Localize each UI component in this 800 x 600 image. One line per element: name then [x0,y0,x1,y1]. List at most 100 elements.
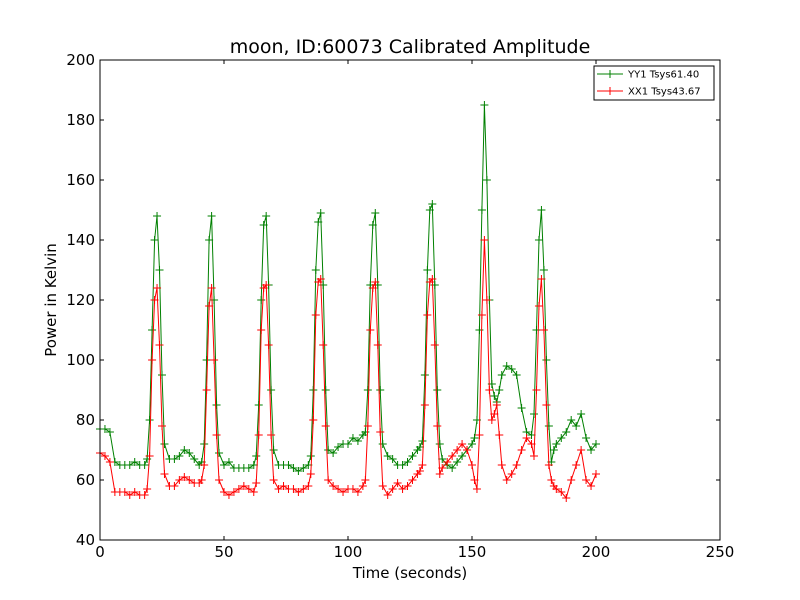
data-point [329,482,338,490]
data-point [153,284,162,292]
data-point [433,386,442,394]
data-point [502,362,511,370]
data-point [202,386,211,394]
data-point [495,431,504,439]
data-point [485,386,494,394]
data-point [220,488,228,496]
data-point [472,485,481,493]
legend: YY1 Tsys61.40 XX1 Tsys43.67 [593,65,715,101]
y-tick-label: 180 [66,111,95,129]
data-point [537,206,546,214]
data-point [284,461,293,469]
x-tick-label: 50 [214,543,233,561]
data-point [234,485,243,493]
data-point [252,479,261,487]
data-point [557,434,566,442]
data-point [492,401,501,409]
data-point [269,446,278,454]
data-point [430,341,439,349]
data-point [289,464,298,472]
data-point [567,476,576,484]
x-axis: 0 50 100 150 200 250 [95,60,734,561]
data-point [180,446,189,454]
data-point [532,326,541,334]
data-point [170,455,179,463]
data-point [348,434,357,442]
data-point [339,488,348,496]
data-point [547,476,556,484]
legend-marker-xx1 [606,87,614,95]
y-tick-label: 120 [66,291,95,309]
data-point [274,485,283,493]
data-point [587,482,596,490]
axes-frame [99,59,721,541]
data-point [539,266,548,274]
data-point [572,422,581,430]
data-point [403,458,412,466]
data-point [363,386,372,394]
legend-marker-yy1 [606,70,614,78]
data-point [534,302,543,310]
data-point [254,401,263,409]
chart-title: moon, ID:60073 Calibrated Amplitude [230,36,591,58]
data-point [299,485,308,493]
data-point [344,440,352,448]
data-point [329,449,338,457]
data-point [180,473,189,481]
data-point [185,449,194,457]
data-point [244,464,253,472]
data-point [145,452,154,460]
y-tick-label: 60 [76,471,95,489]
y-axis: 40 60 80 100 120 140 160 180 200 [66,51,720,549]
data-point [522,434,531,442]
data-point [262,281,271,289]
data-point [264,341,273,349]
data-point [512,371,521,379]
data-point [309,386,318,394]
data-point [592,470,600,478]
data-point [530,452,538,460]
data-point [125,461,134,469]
data-point [294,488,303,496]
plot-area [96,101,600,502]
data-point [497,461,506,469]
data-point [257,296,266,304]
data-point [210,356,219,364]
data-point [582,434,591,442]
data-point [306,452,315,460]
data-point [120,488,129,496]
data-point [562,428,571,436]
data-point [153,212,162,220]
data-point [148,356,157,364]
data-point [539,326,548,334]
y-tick-label: 160 [66,171,95,189]
data-point [334,485,343,493]
data-point [279,482,288,490]
data-point [557,488,566,496]
data-point [224,491,233,499]
data-point [388,485,397,493]
data-point [363,422,372,430]
data-point [175,452,184,460]
data-point [477,311,486,319]
data-point [140,491,149,499]
data-point [215,449,224,457]
data-point [448,464,457,472]
data-point [210,296,219,304]
data-point [470,434,479,442]
data-point [468,461,476,469]
data-point [185,476,194,484]
data-point [435,440,444,448]
data-point [324,476,333,484]
data-point [100,425,109,433]
data-point [160,470,169,478]
data-point [130,458,139,466]
data-point [534,236,543,244]
data-point [368,284,377,292]
data-point [358,482,367,490]
data-point [507,365,516,373]
data-point [490,410,499,418]
x-tick-label: 150 [458,543,487,561]
data-point [517,446,526,454]
